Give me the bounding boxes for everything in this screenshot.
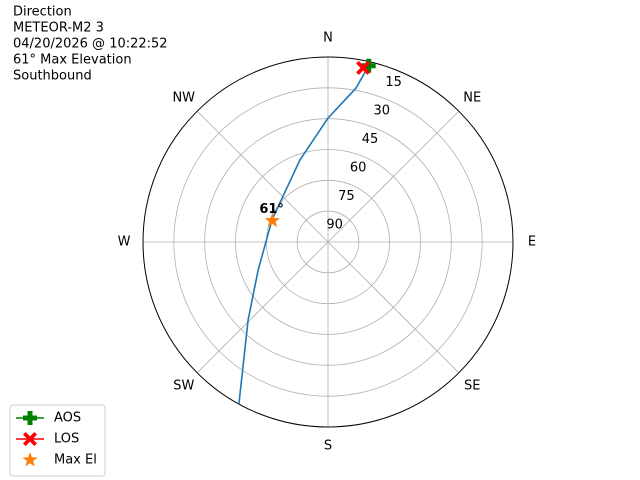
track-line — [238, 65, 370, 405]
title-line: Direction — [13, 5, 72, 20]
marker-star — [264, 212, 280, 228]
marker-x — [356, 60, 371, 75]
legend-marker — [22, 452, 38, 467]
legend-label: Max El — [54, 453, 97, 468]
legend-label: AOS — [54, 411, 81, 426]
r-tick-label: 75 — [338, 189, 355, 204]
annotation: 61° — [259, 202, 284, 217]
r-tick-label: 15 — [385, 75, 402, 90]
legend-marker — [23, 432, 37, 446]
theta-tick-label: N — [323, 31, 333, 46]
r-tick-label: 60 — [350, 160, 367, 175]
theta-tick-label: E — [528, 235, 536, 250]
r-tick-label: 90 — [326, 217, 343, 232]
theta-tick-label: NW — [172, 90, 195, 105]
legend-marker — [23, 411, 37, 425]
marker-plus — [361, 58, 376, 73]
grid-spoke — [327, 241, 460, 374]
outer-frame — [142, 56, 514, 428]
theta-tick-label: W — [118, 235, 131, 250]
title-line: 04/20/2026 @ 10:22:52 — [13, 37, 168, 52]
grid-spoke — [327, 110, 460, 243]
theta-tick-label: NE — [463, 90, 481, 105]
title-line: Southbound — [13, 69, 92, 84]
title-line: METEOR-M2 3 — [13, 21, 104, 36]
theta-tick-label: SE — [464, 379, 480, 394]
title-line: 61° Max Elevation — [13, 53, 132, 68]
r-tick-label: 45 — [362, 132, 379, 147]
grid-spoke — [196, 241, 329, 374]
theta-tick-label: S — [324, 439, 332, 454]
r-tick-label: 30 — [374, 103, 391, 118]
legend-label: LOS — [54, 432, 79, 447]
grid-spoke — [196, 110, 329, 243]
theta-tick-label: SW — [173, 379, 194, 394]
